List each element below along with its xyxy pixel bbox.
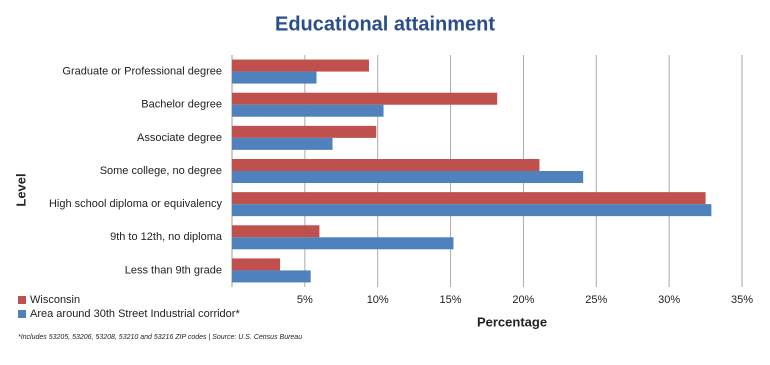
bar: [232, 171, 584, 183]
bar: [232, 104, 384, 117]
chart-title: Educational attainment: [275, 13, 495, 35]
bar: [232, 137, 333, 150]
x-tick-label: 20%: [512, 294, 534, 306]
bar: [232, 225, 320, 238]
bar: [232, 159, 540, 171]
x-tick-label: 25%: [585, 294, 607, 306]
bar: [232, 71, 317, 84]
legend-swatch: [18, 296, 26, 304]
x-axis-label: Percentage: [477, 314, 547, 329]
bar: [232, 204, 712, 217]
y-tick-label: Some college, no degree: [100, 165, 222, 177]
bar: [232, 192, 706, 205]
x-tick-label: 10%: [367, 294, 389, 306]
y-tick-label: Less than 9th grade: [125, 264, 222, 276]
legend-label: Wisconsin: [30, 294, 80, 306]
x-tick-label: 15%: [440, 294, 462, 306]
footnote: *Includes 53205, 53206, 53208, 53210 and…: [18, 334, 302, 341]
y-tick-label: Bachelor degree: [141, 99, 222, 111]
bar: [232, 59, 369, 72]
bar: [232, 92, 498, 105]
x-tick-label: 35%: [731, 294, 753, 306]
y-tick-label: High school diploma or equivalency: [49, 198, 223, 210]
y-tick-label: 9th to 12th, no diploma: [110, 231, 223, 243]
y-tick-label: Graduate or Professional degree: [62, 65, 222, 77]
x-tick-label: 5%: [297, 294, 313, 306]
y-axis-label: Level: [13, 173, 28, 206]
bar: [232, 258, 281, 271]
bar: [232, 237, 454, 250]
legend-swatch: [18, 310, 26, 318]
legend-label: Area around 30th Street Industrial corri…: [30, 308, 240, 320]
y-tick-label: Associate degree: [137, 132, 222, 144]
bar: [232, 125, 377, 138]
bar: [232, 270, 311, 283]
x-tick-label: 30%: [658, 294, 680, 306]
